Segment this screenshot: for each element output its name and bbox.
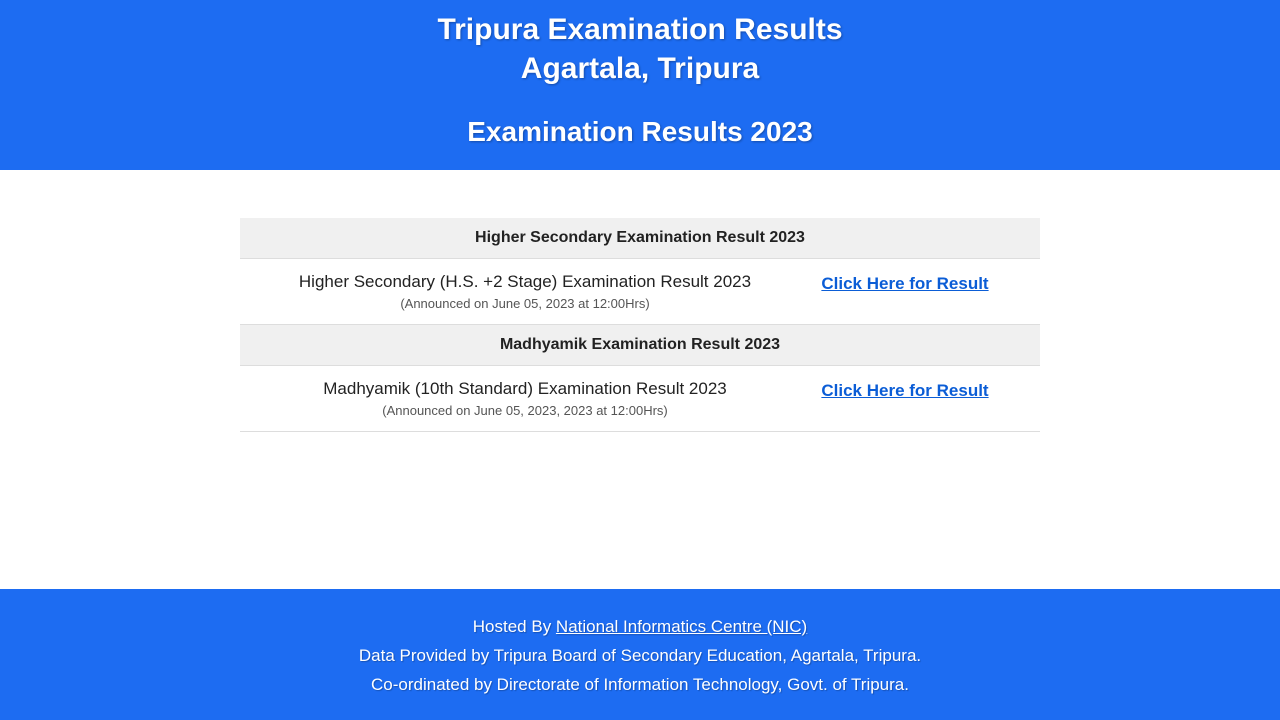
page-header: Tripura Examination Results Agartala, Tr… xyxy=(0,0,1280,170)
header-subtitle: Examination Results 2023 xyxy=(0,116,1280,148)
hs-result-date: (Announced on June 05, 2023 at 12:00Hrs) xyxy=(260,296,790,311)
hs-section-header: Higher Secondary Examination Result 2023 xyxy=(240,218,1040,259)
hs-result-link[interactable]: Click Here for Result xyxy=(821,274,988,293)
madhyamik-result-row: Madhyamik (10th Standard) Examination Re… xyxy=(240,366,1040,432)
results-container: Higher Secondary Examination Result 2023… xyxy=(240,218,1040,559)
hs-link-cell: Click Here for Result xyxy=(790,272,1020,294)
madhyamik-link-cell: Click Here for Result xyxy=(790,379,1020,401)
main-content: Higher Secondary Examination Result 2023… xyxy=(0,170,1280,589)
header-title: Tripura Examination Results Agartala, Tr… xyxy=(0,10,1280,88)
hs-result-title: Higher Secondary (H.S. +2 Stage) Examina… xyxy=(260,272,790,292)
madhyamik-section-header: Madhyamik Examination Result 2023 xyxy=(240,325,1040,366)
hs-result-info: Higher Secondary (H.S. +2 Stage) Examina… xyxy=(260,272,790,311)
madhyamik-result-link[interactable]: Click Here for Result xyxy=(821,381,988,400)
footer-hosted-prefix: Hosted By xyxy=(473,617,556,636)
madhyamik-result-info: Madhyamik (10th Standard) Examination Re… xyxy=(260,379,790,418)
hs-result-row: Higher Secondary (H.S. +2 Stage) Examina… xyxy=(240,259,1040,325)
footer-data-provided: Data Provided by Tripura Board of Second… xyxy=(0,642,1280,671)
footer-hosted-line: Hosted By National Informatics Centre (N… xyxy=(0,613,1280,642)
header-title-line2: Agartala, Tripura xyxy=(521,52,759,85)
madhyamik-result-title: Madhyamik (10th Standard) Examination Re… xyxy=(260,379,790,399)
header-title-line1: Tripura Examination Results xyxy=(437,13,842,46)
page-footer: Hosted By National Informatics Centre (N… xyxy=(0,589,1280,720)
madhyamik-result-date: (Announced on June 05, 2023, 2023 at 12:… xyxy=(260,403,790,418)
footer-nic-link[interactable]: National Informatics Centre (NIC) xyxy=(556,617,807,636)
footer-coordinated: Co-ordinated by Directorate of Informati… xyxy=(0,671,1280,700)
